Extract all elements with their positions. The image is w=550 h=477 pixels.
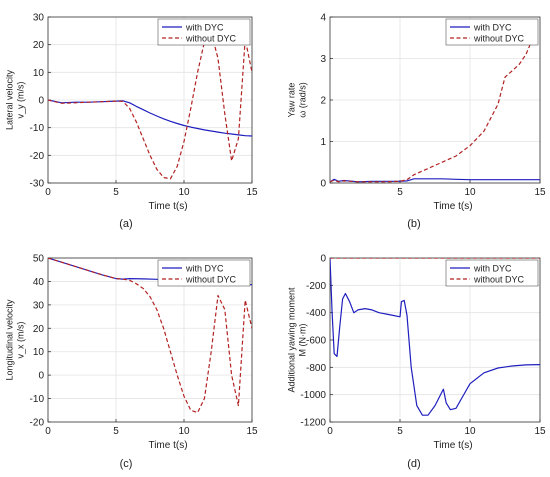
- chart-panel-b: 5 10 15 0 1 2 3 4 Time t(s) Yaw rate ω (rad/s) with…: [287, 13, 546, 231]
- x-tick-label: 15: [534, 187, 546, 198]
- y-axis-label: Lateral velocity: [5, 69, 15, 130]
- y-tick-label: 50: [33, 254, 45, 265]
- x-tick-label: 10: [464, 426, 476, 437]
- y-tick-label: 4: [320, 13, 326, 24]
- y-tick-label: 0: [320, 179, 326, 190]
- series-line-without-dyc: [48, 258, 252, 414]
- legend-label: with DYC: [473, 23, 512, 33]
- x-axis-label: Time t(s): [148, 440, 187, 451]
- y-tick-label: -400: [306, 308, 326, 319]
- legend-label: without DYC: [185, 275, 237, 285]
- y-tick-label: 20: [33, 324, 45, 335]
- panel-caption: (d): [407, 458, 420, 470]
- y-tick-label: -800: [306, 363, 326, 374]
- x-axis-label: Time t(s): [433, 440, 472, 451]
- y-tick-label: 0: [38, 371, 44, 382]
- y-tick-label: 20: [33, 40, 45, 51]
- series-line-with-dyc: [48, 99, 252, 137]
- y-tick-label: 10: [33, 347, 45, 358]
- panel-caption: (b): [407, 218, 420, 230]
- chart-panel-a: 0 5 10 15 -30 -20 -10 0 10 20 30 Time t(s) Lateral v…: [5, 13, 258, 231]
- y-tick-label: -30: [30, 179, 45, 190]
- x-tick-label: 0: [45, 187, 51, 198]
- legend-box: [157, 259, 251, 287]
- x-tick-label: 10: [178, 426, 190, 437]
- legend-box: [445, 259, 539, 287]
- series-line-without-dyc: [48, 31, 252, 180]
- y-axis-label: Yaw rate: [287, 83, 297, 118]
- y-axis-label: Longitudinal velocity: [5, 299, 15, 381]
- y-tick-label: -20: [30, 418, 45, 429]
- x-axis-label: Time t(s): [148, 201, 187, 212]
- legend-box: [445, 18, 539, 46]
- x-axis-label: Time t(s): [433, 201, 472, 212]
- panel-caption: (a): [119, 218, 132, 230]
- legend-label: without DYC: [473, 275, 525, 285]
- x-tick-label: 5: [113, 426, 119, 437]
- x-tick-label: 10: [178, 187, 190, 198]
- y-tick-label: -20: [30, 151, 45, 162]
- x-tick-label: 5: [397, 426, 403, 437]
- y-tick-label: -10: [30, 394, 45, 405]
- x-tick-label: 0: [327, 426, 333, 437]
- legend-label: with DYC: [185, 23, 224, 33]
- legend-label: without DYC: [473, 34, 525, 44]
- x-tick-label: 15: [246, 426, 258, 437]
- y-tick-label: 10: [33, 68, 45, 79]
- y-tick-label: -1000: [300, 390, 326, 401]
- y-axis-label: v_x (m/s): [16, 321, 26, 358]
- legend-label: with DYC: [185, 264, 224, 274]
- series-line-with-dyc: [330, 178, 540, 183]
- y-tick-label: -10: [30, 123, 45, 134]
- x-tick-label: 15: [534, 426, 546, 437]
- x-tick-label: 5: [397, 187, 403, 198]
- y-tick-label: 30: [33, 300, 45, 311]
- y-axis-label: ω (rad/s): [298, 82, 308, 118]
- y-tick-label: -1200: [300, 418, 326, 429]
- y-axis-label: Additional yawing moment: [287, 287, 297, 393]
- x-tick-label: 10: [464, 187, 476, 198]
- x-tick-label: 15: [246, 187, 258, 198]
- legend-label: with DYC: [473, 264, 512, 274]
- legend-box: [157, 18, 251, 46]
- y-tick-label: 40: [33, 277, 45, 288]
- plot-frame: [47, 257, 253, 423]
- y-tick-label: 1: [320, 137, 326, 148]
- x-tick-label: 0: [45, 426, 51, 437]
- x-tick-label: 5: [113, 187, 119, 198]
- y-tick-label: -600: [306, 336, 326, 347]
- y-tick-label: 0: [38, 96, 44, 107]
- y-tick-label: 0: [320, 254, 326, 265]
- series-line-with-dyc: [330, 258, 540, 416]
- legend-label: without DYC: [185, 34, 237, 44]
- chart-panel-c: 0 5 10 15 -20 -10 0 10 20 30 40 50 Time t(s) Longitud…: [5, 254, 258, 471]
- chart-panel-d: 0 5 10 15 -1200 -1000 -800 -600 -400 -200 0 Time t(…: [287, 254, 546, 471]
- series-line-without-dyc: [330, 32, 540, 183]
- y-axis-label: v_y (m/s): [16, 81, 26, 118]
- y-tick-label: -200: [306, 281, 326, 292]
- y-axis-label: M (N·m): [298, 324, 308, 357]
- panel-caption: (c): [120, 458, 133, 470]
- y-tick-label: 30: [33, 13, 45, 24]
- y-tick-label: 2: [320, 96, 326, 107]
- y-tick-label: 3: [320, 54, 326, 65]
